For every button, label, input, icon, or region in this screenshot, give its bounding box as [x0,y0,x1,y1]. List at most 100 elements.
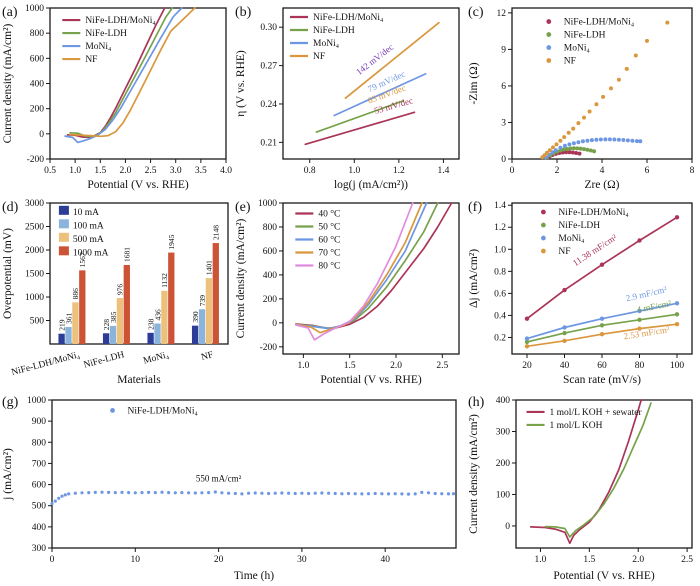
svg-text:8: 8 [690,166,695,176]
svg-text:800: 800 [263,223,278,233]
svg-text:100 mA: 100 mA [73,221,104,231]
svg-text:1.4: 1.4 [437,166,449,176]
chart-e-lsv-temperature: (e) 1.0 1.5 2.0 2.5 -200 0 200 400 600 800 1000 Pote… [235,199,460,386]
svg-text:9: 9 [501,45,506,55]
svg-text:1000: 1000 [25,4,44,14]
svg-text:4: 4 [600,166,605,176]
svg-text:NiFe-LDH/MoNi₄: NiFe-LDH/MoNi₄ [313,13,383,23]
svg-text:NiFe-LDH: NiFe-LDH [558,221,600,231]
svg-text:0.2: 0.2 [494,333,506,343]
svg-text:Zre (Ω): Zre (Ω) [584,179,619,191]
svg-text:12: 12 [497,9,507,19]
svg-text:Scan rate (mV/s): Scan rate (mV/s) [563,374,641,386]
svg-text:3.5: 3.5 [195,166,207,176]
svg-text:300: 300 [32,544,47,554]
svg-text:10 mA: 10 mA [73,208,99,218]
svg-text:400: 400 [263,271,278,281]
svg-text:550 mA/cm²: 550 mA/cm² [196,474,242,484]
svg-text:1.0: 1.0 [348,166,360,176]
svg-text:NiFe-LDH/MoNi₄: NiFe-LDH/MoNi₄ [85,16,155,26]
svg-text:600: 600 [32,481,47,491]
svg-text:NiFe-LDH/MoNi₄: NiFe-LDH/MoNi₄ [558,208,628,218]
svg-text:436: 436 [153,309,162,321]
svg-text:1000: 1000 [258,199,277,209]
svg-text:238: 238 [146,318,155,330]
svg-text:2: 2 [555,166,560,176]
svg-text:2000: 2000 [25,246,44,256]
chart-f-cdl-scan-rate: (f) 20 40 60 80 100 0.2 0.4 0.6 0.8 1.0 1.2 1.4 Scan … [468,200,693,386]
svg-text:(e): (e) [235,200,251,215]
svg-text:0.4: 0.4 [494,311,506,321]
svg-text:500 mA: 500 mA [73,235,104,245]
svg-text:NF: NF [85,55,97,65]
svg-text:MoNi₄: MoNi₄ [85,42,111,52]
svg-text:-200: -200 [260,343,278,353]
svg-text:30: 30 [297,555,307,565]
svg-text:0: 0 [272,319,277,329]
svg-text:976: 976 [116,284,125,296]
svg-text:0.30: 0.30 [260,23,277,33]
svg-text:MoNi₄: MoNi₄ [564,44,590,54]
svg-text:40 °C: 40 °C [318,209,340,220]
svg-text:NiFe-LDH/MoNi₄: NiFe-LDH/MoNi₄ [128,406,198,416]
svg-text:Potential (V vs. RHE): Potential (V vs. RHE) [553,570,655,582]
svg-text:0: 0 [501,155,506,165]
svg-text:2.5: 2.5 [145,166,157,176]
svg-text:NiFe-LDH/MoNi₄: NiFe-LDH/MoNi₄ [10,350,81,378]
svg-text:1132: 1132 [160,273,169,288]
svg-text:60: 60 [597,361,607,371]
svg-text:60 °C: 60 °C [318,235,340,246]
svg-text:(f): (f) [468,200,482,215]
svg-text:(h): (h) [468,395,485,410]
svg-text:1.0: 1.0 [69,166,81,176]
svg-text:390: 390 [191,311,200,323]
svg-text:70 °C: 70 °C [318,248,340,259]
chart-c-nyquist-eis: (c) 0 2 4 6 8 0 3 6 9 12 Zre (Ω) -Zim (Ω) NiFe-LDH/Mo… [468,5,695,191]
svg-text:1681: 1681 [123,247,132,262]
svg-text:Current density (mA/cm²): Current density (mA/cm²) [2,23,14,143]
svg-text:1 mol/L KOH + sewater: 1 mol/L KOH + sewater [550,408,643,418]
svg-text:1.0: 1.0 [297,361,309,371]
svg-text:300: 300 [496,427,511,437]
svg-text:2.0: 2.0 [119,166,131,176]
chart-h-koh-seawater-lsv: (h) 1.0 1.5 2.0 2.5 0 100 200 300 400 Potential (V… [468,395,693,582]
svg-text:2148: 2148 [212,225,221,240]
svg-text:Potential (V vs. RHE): Potential (V vs. RHE) [87,179,189,191]
svg-text:0.8: 0.8 [304,166,316,176]
svg-text:-200: -200 [27,155,45,165]
svg-text:219: 219 [57,319,66,331]
svg-text:142 mV/dec: 142 mV/dec [354,42,395,77]
svg-text:900: 900 [32,417,47,427]
svg-text:800: 800 [32,438,47,448]
svg-text:MoNi₄: MoNi₄ [142,350,170,366]
svg-text:(c): (c) [468,5,484,20]
svg-text:1.5: 1.5 [583,555,595,565]
svg-text:0.24: 0.24 [260,100,277,110]
svg-text:-Zim (Ω): -Zim (Ω) [468,62,480,104]
svg-text:2.0: 2.0 [632,555,644,565]
svg-text:361: 361 [64,313,73,325]
svg-text:0.27: 0.27 [260,62,277,72]
svg-text:1.0: 1.0 [494,245,506,255]
svg-text:3.0: 3.0 [170,166,182,176]
svg-text:10: 10 [131,555,141,565]
svg-text:1000: 1000 [25,293,44,303]
svg-text:40: 40 [380,555,390,565]
svg-text:739: 739 [198,295,207,307]
svg-text:1000 mA: 1000 mA [73,248,109,258]
svg-text:NF: NF [313,52,325,62]
svg-text:(g): (g) [2,395,19,410]
chart-a-lsv-materials: (a) 0.5 1.0 1.5 2.0 2.5 3.0 3.5 4.0 -200 0 200 400 60… [2,4,232,191]
svg-text:1.2: 1.2 [393,166,405,176]
svg-text:NiFe-LDH: NiFe-LDH [85,29,127,39]
svg-text:0.21: 0.21 [260,138,277,148]
svg-text:(d): (d) [2,200,19,215]
svg-text:4 mF/cm²: 4 mF/cm² [636,298,673,315]
svg-text:700: 700 [32,459,47,469]
svg-text:0: 0 [505,522,510,532]
svg-text:0.8: 0.8 [494,267,506,277]
svg-text:log(j (mA/cm²)): log(j (mA/cm²)) [334,179,408,191]
svg-text:3000: 3000 [25,199,44,209]
svg-text:800: 800 [30,29,45,39]
